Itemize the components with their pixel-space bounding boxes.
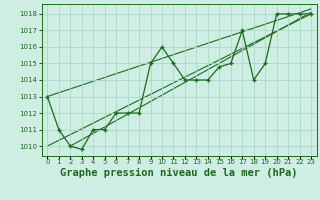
X-axis label: Graphe pression niveau de la mer (hPa): Graphe pression niveau de la mer (hPa) — [60, 168, 298, 178]
